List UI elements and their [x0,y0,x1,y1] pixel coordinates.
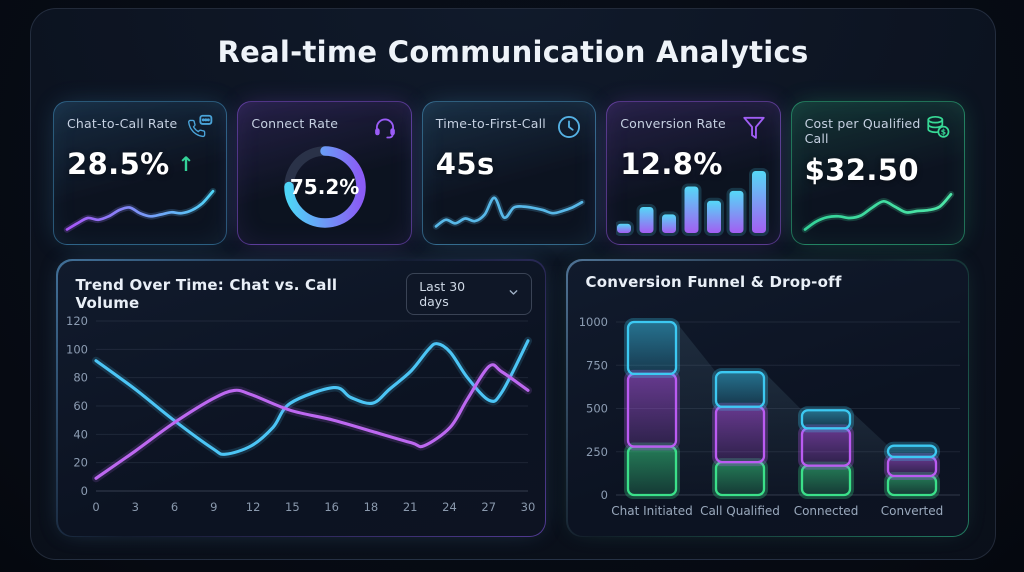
svg-text:100: 100 [66,342,88,356]
funnel-panel-title: Conversion Funnel & Drop-off [585,272,842,291]
svg-text:0: 0 [92,500,99,514]
connect-rate-donut-wrap: 75.2% [238,134,410,240]
conversion-rate-mini-bars [614,163,770,237]
svg-text:21: 21 [402,500,417,514]
svg-text:30: 30 [520,500,535,514]
kpi-card-time-to-first-call: Time-to-First-Call 45s [421,101,597,245]
svg-text:3: 3 [131,500,138,514]
kpi-value: 28.5% [67,147,170,181]
svg-text:$: $ [941,127,946,136]
date-range-dropdown[interactable]: Last 30 days [406,272,532,315]
kpi-card-cost-per-qualified-call: Cost per Qualified Call $ $32.50 [790,101,965,245]
connect-rate-donut-chart [275,137,375,237]
svg-text:12: 12 [245,500,260,514]
svg-text:20: 20 [73,455,88,469]
kpi-value: 45s [435,147,495,181]
svg-text:6: 6 [170,500,177,514]
kpi-label: Chat-to-Call Rate [67,116,178,131]
svg-text:120: 120 [66,314,88,328]
svg-text:9: 9 [210,500,217,514]
chat-to-call-sparkline [63,183,217,237]
trend-panel-title: Trend Over Time: Chat vs. Call Volume [75,275,338,312]
time-to-first-call-sparkline [432,183,586,237]
headset-icon [372,114,398,140]
svg-text:750: 750 [586,358,608,372]
kpi-card-connect-rate: Connect Rate 75.2% [237,101,412,245]
kpi-label: Cost per Qualified Call [804,116,921,146]
svg-text:Connected: Connected [793,504,858,518]
chevron-down-icon [508,286,519,301]
svg-text:16: 16 [324,500,339,514]
svg-text:Converted: Converted [880,504,942,518]
page-title: Real-time Communication Analytics [217,35,809,69]
trend-panel: Trend Over Time: Chat vs. Call Volume La… [56,259,546,537]
funnel-stacked-bar-chart: 0 250 500 750 1000 Chat Initiated Call Qualifi… [568,301,968,535]
svg-text:1000: 1000 [578,315,607,329]
kpi-value: $32.50 [804,153,919,187]
funnel-panel: Conversion Funnel & Drop-off 0 250 500 750 1… [566,259,969,537]
kpi-card-chat-to-call-rate: Chat-to-Call Rate [53,101,228,245]
kpi-label: Connect Rate [251,116,339,131]
dashboard-frame: Real-time Communication Analytics Chat-t… [30,8,996,560]
svg-text:15: 15 [285,500,300,514]
svg-text:27: 27 [481,500,496,514]
svg-text:250: 250 [586,444,608,458]
svg-text:Chat Initiated: Chat Initiated [611,504,692,518]
coins-icon: $ [925,114,951,140]
clock-icon [556,114,582,140]
svg-text:Call Qualified: Call Qualified [700,504,780,518]
svg-text:0: 0 [80,484,87,498]
kpi-value: 12.8% [620,147,723,181]
svg-text:24: 24 [442,500,457,514]
trend-up-icon: ↑ [177,152,195,176]
svg-text:500: 500 [586,401,608,415]
svg-text:40: 40 [73,427,88,441]
phone-chat-icon [187,114,213,140]
kpi-row: Chat-to-Call Rate [53,101,965,245]
funnel-icon [741,114,767,140]
kpi-label: Conversion Rate [620,116,726,131]
svg-text:18: 18 [363,500,378,514]
kpi-label: Time-to-First-Call [435,116,546,131]
kpi-card-conversion-rate: Conversion Rate 12.8% [606,101,781,245]
svg-text:80: 80 [73,370,88,384]
cost-per-call-sparkline [801,183,955,237]
donut-center-value: 75.2% [289,175,360,199]
date-range-value: Last 30 days [419,278,466,309]
svg-text:60: 60 [73,399,88,413]
svg-text:0: 0 [600,488,607,502]
trend-line-chart: 0 20 40 60 80 100 120 0 3 6 9 12 15 16 18 21 24 27 30 [60,303,542,533]
